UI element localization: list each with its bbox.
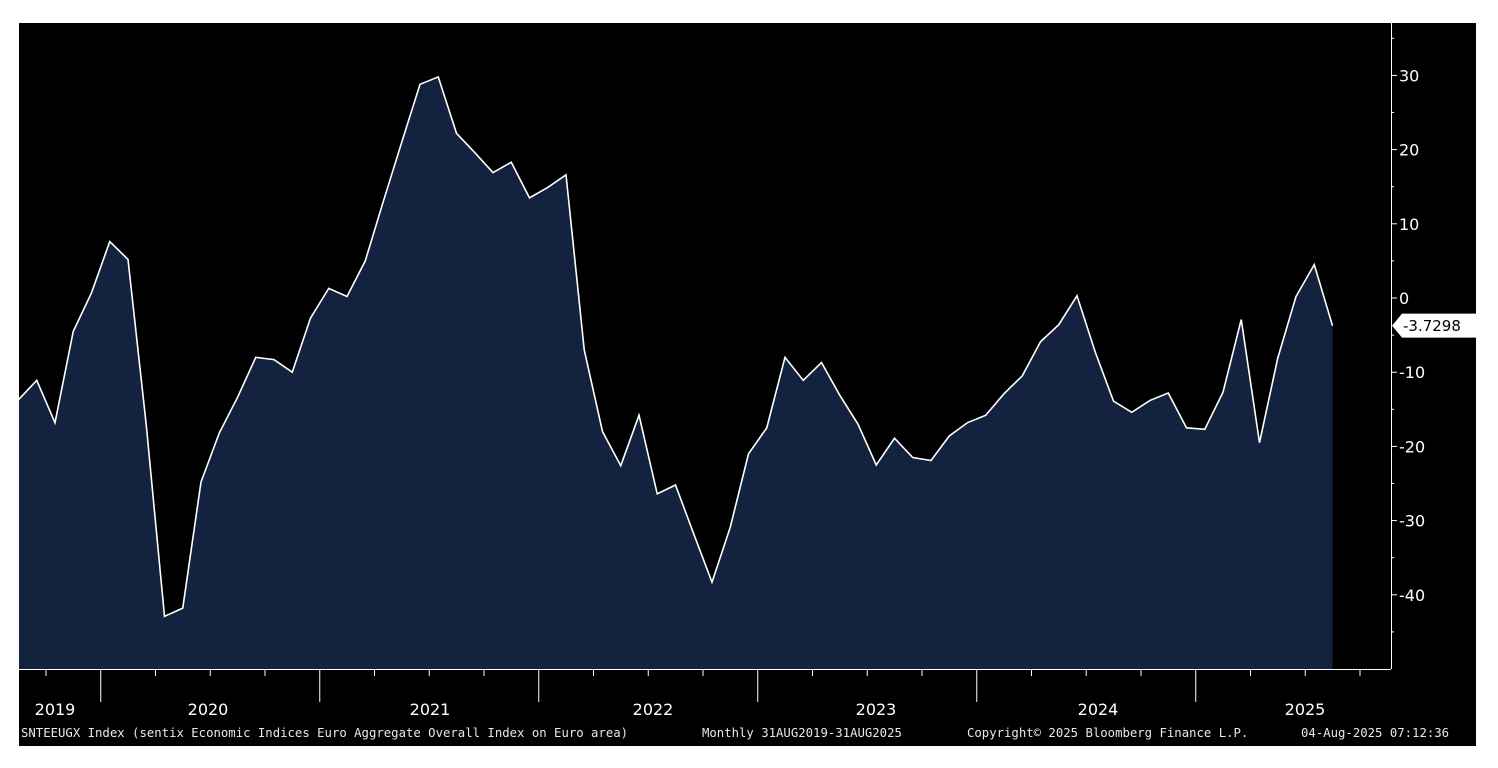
chart-frame: 30 20 10 0 -10 -20 -30 -40 2019 2020 2021 2022 2023 2…	[19, 23, 1476, 746]
x-tick-label: 2022	[633, 700, 674, 719]
y-tick-label: -10	[1399, 363, 1425, 382]
y-tick-label: -30	[1399, 512, 1425, 531]
chart-footer: SNTEEUGX Index (sentix Economic Indices …	[21, 723, 1476, 743]
date-range: Monthly 31AUG2019-31AUG2025	[702, 726, 902, 740]
x-tick-label: 2025	[1285, 700, 1326, 719]
y-tick-label: -40	[1399, 586, 1425, 605]
x-tick-label: 2024	[1078, 700, 1119, 719]
x-tick-label: 2019	[35, 700, 76, 719]
timestamp: 04-Aug-2025 07:12:36	[1301, 726, 1450, 740]
y-tick-label: 30	[1399, 66, 1419, 85]
y-tick-label: 10	[1399, 215, 1419, 234]
y-tick-label: -20	[1399, 437, 1425, 456]
chart-svg: 30 20 10 0 -10 -20 -30 -40 2019 2020 2021 2022 2023 2…	[19, 23, 1476, 719]
x-tick-label: 2021	[410, 700, 451, 719]
last-value-tag	[1392, 313, 1476, 338]
ticker-description: SNTEEUGX Index (sentix Economic Indices …	[21, 726, 629, 740]
last-value-label: -3.7298	[1403, 317, 1461, 335]
x-tick-label: 2020	[188, 700, 229, 719]
series-area	[19, 76, 1333, 669]
y-tick-label: 0	[1399, 289, 1409, 308]
series-line	[19, 75, 1334, 618]
x-tick-label: 2023	[856, 700, 897, 719]
y-tick-label: 20	[1399, 141, 1419, 160]
copyright: Copyright© 2025 Bloomberg Finance L.P.	[967, 726, 1249, 740]
